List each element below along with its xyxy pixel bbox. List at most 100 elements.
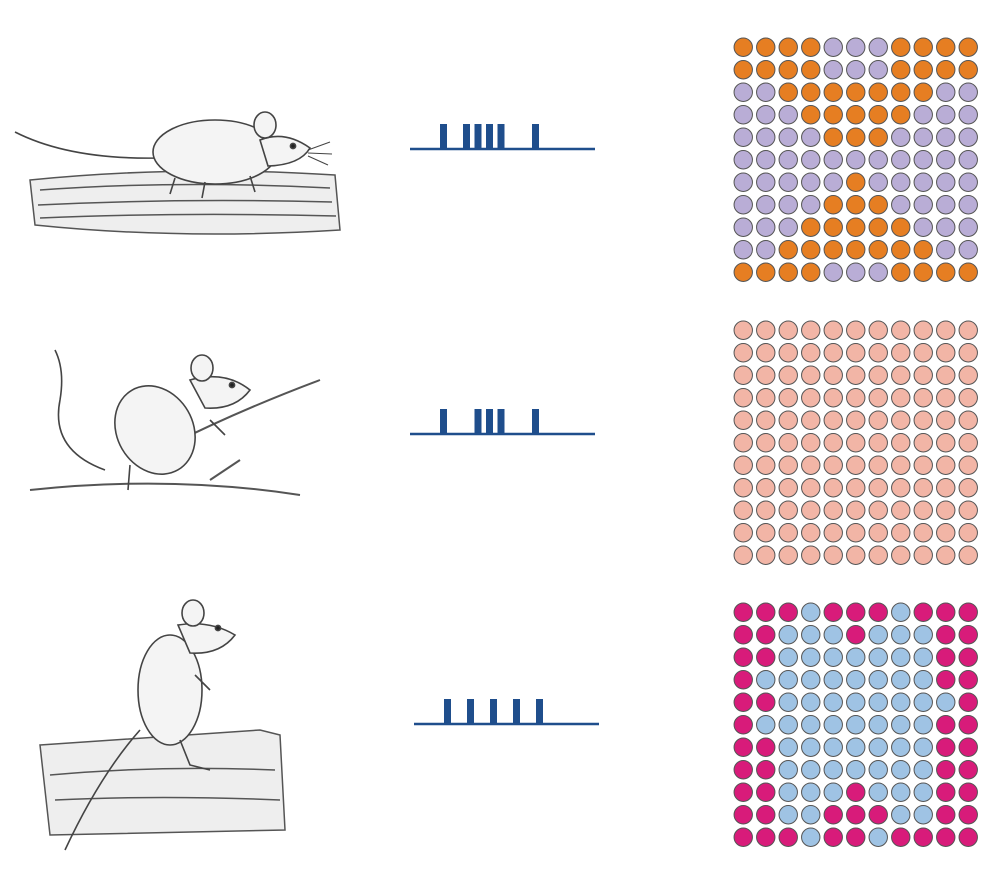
grid-dot	[846, 127, 866, 147]
grid-dot	[756, 523, 776, 543]
grid-dot	[823, 82, 843, 102]
grid-dot	[756, 805, 776, 825]
grid-dot	[778, 478, 798, 498]
grid-dot	[801, 523, 821, 543]
grid-dot	[778, 647, 798, 667]
grid-dot	[936, 692, 956, 712]
grid-dot	[778, 625, 798, 645]
grid-dot	[846, 262, 866, 282]
grid-dot	[846, 320, 866, 340]
grid-dot	[801, 388, 821, 408]
grid-dot	[958, 320, 978, 340]
grid-dot	[846, 523, 866, 543]
grid-dot	[733, 545, 753, 565]
grid-dot	[733, 172, 753, 192]
grid-dot	[733, 760, 753, 780]
barcode-mark	[440, 409, 447, 434]
grid-dot	[958, 388, 978, 408]
grid-dot	[756, 500, 776, 520]
grid-dot	[733, 195, 753, 215]
grid-dot	[756, 82, 776, 102]
grid-dot	[823, 433, 843, 453]
grid-dot	[756, 625, 776, 645]
grid-dot	[958, 647, 978, 667]
grid-dot	[868, 37, 888, 57]
grid-dot	[958, 410, 978, 430]
grid-dot	[733, 782, 753, 802]
grid-dot	[913, 625, 933, 645]
grid-dot	[846, 782, 866, 802]
grid-dot	[936, 455, 956, 475]
grid-dot	[913, 262, 933, 282]
grid-dot	[868, 523, 888, 543]
grid-dot	[801, 433, 821, 453]
grid-dot	[801, 60, 821, 80]
grid-dot	[868, 388, 888, 408]
grid-dot	[846, 410, 866, 430]
grid-dot	[913, 478, 933, 498]
stump-icon	[39, 729, 286, 836]
grid-dot	[778, 500, 798, 520]
grid-dot	[891, 433, 911, 453]
grid-dot	[778, 692, 798, 712]
grid-dot	[958, 240, 978, 260]
grid-dot	[936, 602, 956, 622]
grid-dot	[846, 737, 866, 757]
grid-dot	[936, 647, 956, 667]
barcode-mark	[497, 124, 505, 149]
grid-dot	[846, 692, 866, 712]
grid-dot	[913, 692, 933, 712]
grid-dot	[778, 172, 798, 192]
grid-dot	[936, 343, 956, 363]
grid-dot	[958, 692, 978, 712]
grid-dot	[891, 320, 911, 340]
grid-dot	[823, 320, 843, 340]
grid-dot	[958, 500, 978, 520]
grid-dot	[913, 737, 933, 757]
grid-dot	[778, 320, 798, 340]
grid-dot	[778, 760, 798, 780]
barcode-mark	[513, 699, 520, 724]
barcode-mark	[467, 699, 474, 724]
grid-dot	[868, 625, 888, 645]
grid-dot	[958, 60, 978, 80]
grid-dot	[891, 105, 911, 125]
grid-dot	[913, 60, 933, 80]
barcode-mark	[474, 409, 482, 434]
grid-dot	[801, 37, 821, 57]
grid-dot	[733, 343, 753, 363]
grid-dot	[801, 127, 821, 147]
barcode-mark	[440, 124, 447, 149]
grid-dot	[823, 805, 843, 825]
grid-dot	[891, 737, 911, 757]
grid-dot	[801, 478, 821, 498]
grid-dot	[823, 240, 843, 260]
grid-dot	[913, 602, 933, 622]
grid-dot	[913, 545, 933, 565]
grid-dot	[778, 262, 798, 282]
grid-dot	[891, 647, 911, 667]
grid-dot	[756, 195, 776, 215]
grid-dot	[891, 37, 911, 57]
grid-dot	[936, 625, 956, 645]
grid-dot	[733, 625, 753, 645]
grid-dot	[823, 625, 843, 645]
grid-dot	[891, 715, 911, 735]
grid-dot	[846, 150, 866, 170]
grid-dot	[868, 195, 888, 215]
grid-dot	[823, 760, 843, 780]
grid-dot	[756, 410, 776, 430]
grid-dot	[913, 410, 933, 430]
grid-dot	[733, 737, 753, 757]
grid-dot	[756, 343, 776, 363]
grid-dot	[846, 545, 866, 565]
grid-dot	[958, 217, 978, 237]
grid-dot	[936, 240, 956, 260]
grid-dot	[823, 60, 843, 80]
grid-dot	[823, 715, 843, 735]
grid-dot	[801, 647, 821, 667]
grid-dot	[868, 150, 888, 170]
grid-dot	[801, 262, 821, 282]
grid-dot	[733, 388, 753, 408]
grid-dot	[891, 625, 911, 645]
